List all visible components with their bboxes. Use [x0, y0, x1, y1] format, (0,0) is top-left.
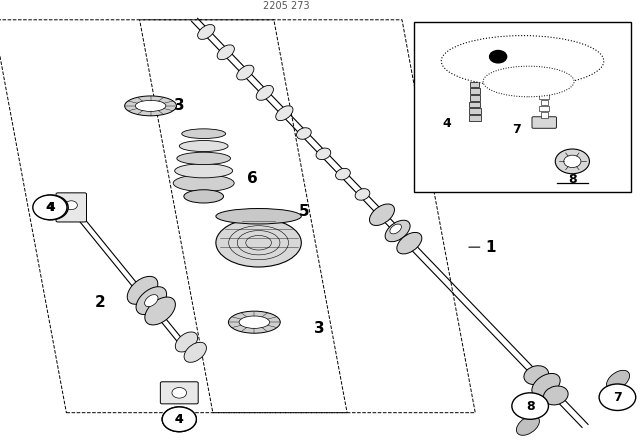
Ellipse shape — [390, 224, 401, 234]
Bar — [541, 88, 548, 93]
Bar — [469, 108, 481, 114]
Bar — [470, 82, 479, 87]
Ellipse shape — [175, 332, 198, 352]
Ellipse shape — [228, 311, 280, 333]
Ellipse shape — [216, 208, 301, 224]
Ellipse shape — [177, 152, 230, 164]
Ellipse shape — [173, 175, 234, 191]
Circle shape — [556, 149, 589, 174]
Ellipse shape — [182, 129, 226, 138]
Ellipse shape — [135, 100, 166, 112]
Circle shape — [564, 155, 581, 168]
Bar — [470, 95, 480, 101]
Circle shape — [490, 51, 507, 63]
Circle shape — [599, 384, 636, 410]
Ellipse shape — [216, 219, 301, 267]
Circle shape — [65, 201, 77, 210]
Text: 8: 8 — [568, 173, 577, 186]
Text: 5: 5 — [299, 204, 310, 220]
Ellipse shape — [355, 189, 370, 200]
Text: 3: 3 — [314, 321, 325, 336]
Ellipse shape — [145, 295, 158, 306]
Ellipse shape — [607, 370, 630, 390]
Ellipse shape — [184, 190, 223, 203]
FancyBboxPatch shape — [56, 193, 86, 222]
Bar — [414, 22, 631, 192]
Bar — [540, 106, 549, 112]
Circle shape — [33, 195, 67, 220]
Ellipse shape — [198, 25, 215, 39]
Ellipse shape — [179, 141, 228, 151]
Ellipse shape — [516, 416, 540, 435]
Text: 4: 4 — [175, 413, 184, 426]
Ellipse shape — [369, 204, 394, 225]
Bar — [540, 94, 549, 99]
Text: 2205 273: 2205 273 — [263, 1, 309, 11]
Text: 4: 4 — [175, 413, 184, 426]
Ellipse shape — [145, 297, 175, 325]
Bar — [469, 102, 481, 108]
Ellipse shape — [175, 164, 233, 178]
Ellipse shape — [296, 128, 311, 139]
Ellipse shape — [335, 168, 350, 180]
Circle shape — [162, 407, 196, 432]
Ellipse shape — [237, 65, 254, 80]
Ellipse shape — [276, 106, 293, 121]
Ellipse shape — [524, 366, 548, 385]
Text: 7: 7 — [613, 391, 622, 404]
Text: 1: 1 — [485, 240, 496, 254]
Circle shape — [512, 393, 548, 419]
Ellipse shape — [442, 35, 604, 86]
Ellipse shape — [385, 220, 410, 242]
Text: 2: 2 — [95, 295, 106, 310]
FancyBboxPatch shape — [532, 117, 556, 128]
Text: 4: 4 — [47, 201, 56, 214]
Ellipse shape — [217, 45, 234, 60]
Text: 4: 4 — [442, 117, 451, 130]
Text: 7: 7 — [511, 123, 520, 136]
Ellipse shape — [316, 148, 331, 159]
Ellipse shape — [184, 342, 207, 362]
Bar — [470, 88, 480, 94]
Circle shape — [172, 388, 187, 398]
Ellipse shape — [256, 86, 273, 100]
Text: 3: 3 — [174, 99, 184, 113]
Text: 8: 8 — [526, 400, 534, 413]
Ellipse shape — [543, 386, 568, 405]
Bar — [541, 100, 548, 105]
Bar — [541, 112, 548, 118]
Ellipse shape — [125, 96, 177, 116]
Ellipse shape — [239, 316, 269, 328]
Text: 6: 6 — [247, 171, 258, 186]
Circle shape — [162, 407, 196, 432]
Bar — [468, 115, 481, 121]
Circle shape — [34, 195, 68, 220]
Ellipse shape — [127, 276, 158, 304]
FancyBboxPatch shape — [161, 382, 198, 404]
Text: 4: 4 — [45, 201, 54, 214]
Ellipse shape — [483, 66, 574, 97]
Ellipse shape — [397, 233, 422, 254]
Ellipse shape — [136, 287, 166, 314]
Ellipse shape — [532, 374, 560, 397]
